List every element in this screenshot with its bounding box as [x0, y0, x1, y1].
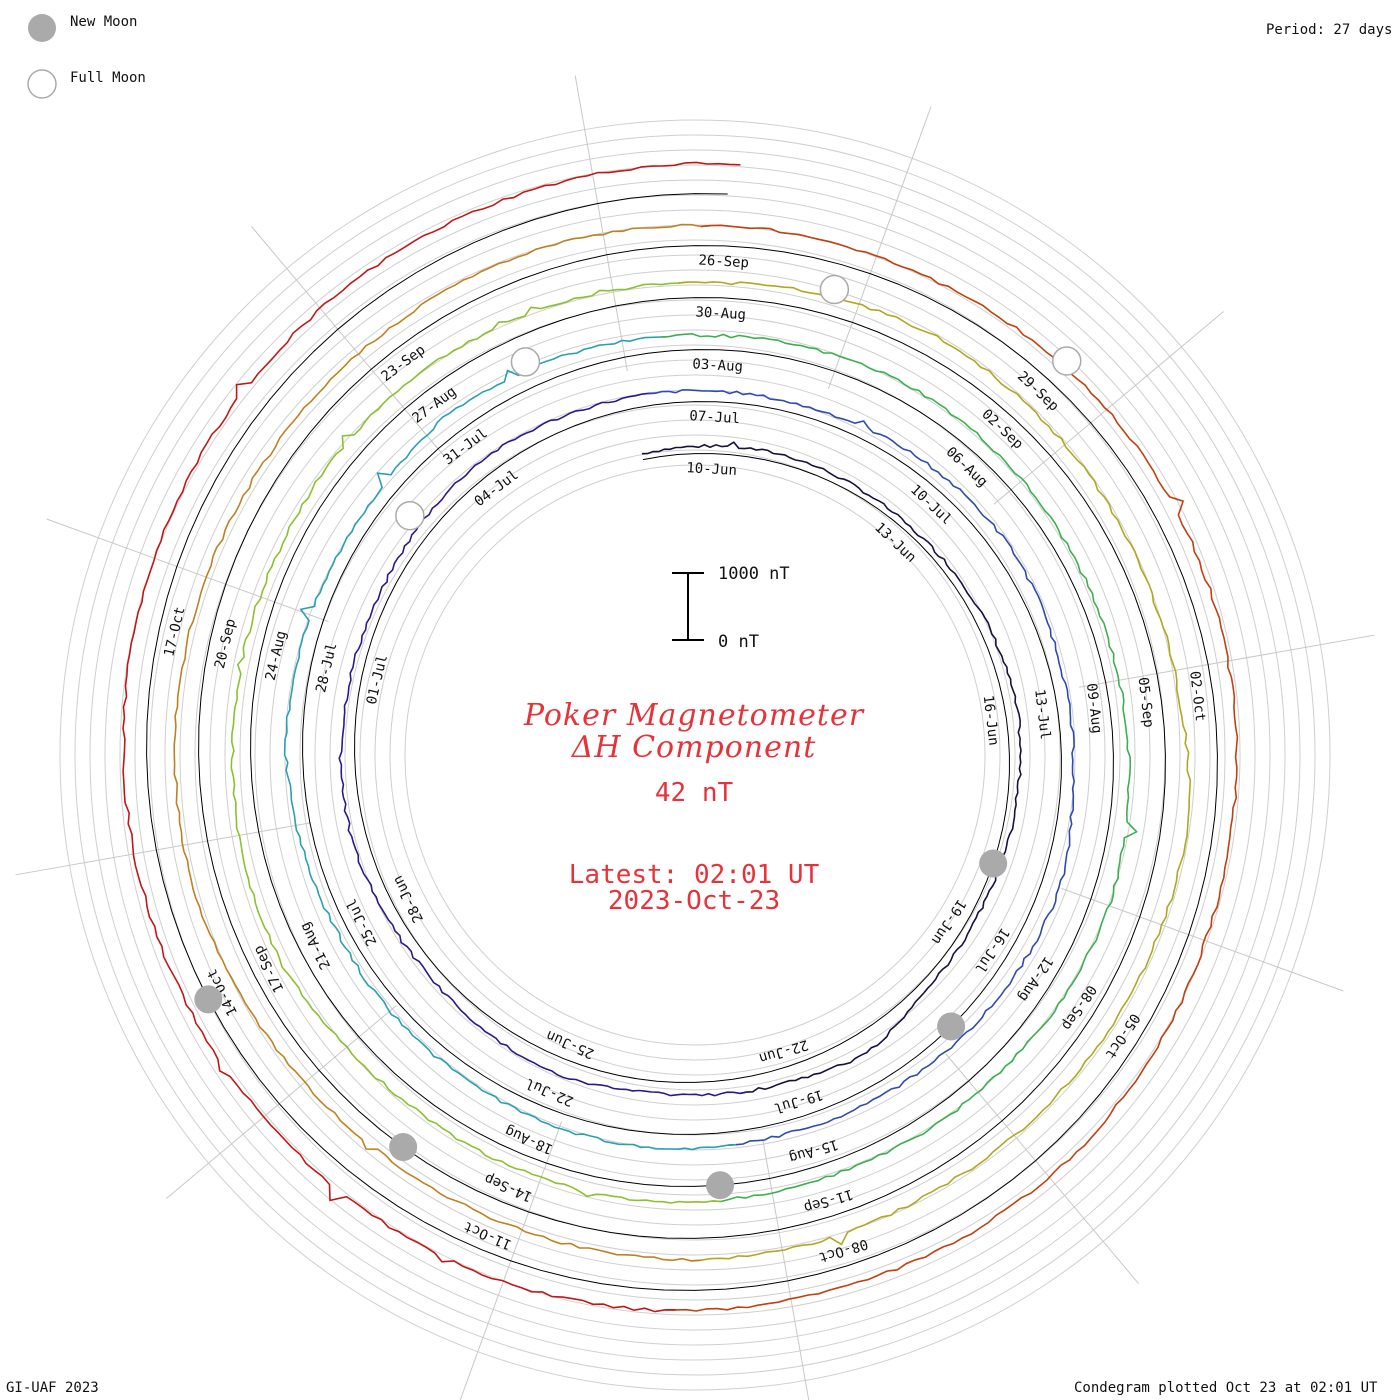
grid-circle — [74, 134, 1316, 1376]
data-series-line — [230, 281, 722, 1204]
grid-circle — [149, 209, 1241, 1301]
plotted-label: Condegram plotted Oct 23 at 02:01 UT — [1074, 1380, 1378, 1396]
full-moon-legend-label: Full Moon — [70, 70, 146, 86]
grid-spoke — [945, 1053, 1139, 1284]
grid-spoke — [251, 226, 445, 457]
grid-spoke — [46, 518, 329, 623]
date-tick-label: 22-Jul — [523, 1074, 576, 1109]
data-series-line — [173, 223, 712, 1262]
full-moon-marker — [395, 500, 425, 531]
full-moon-marker — [819, 274, 850, 305]
date-tick-label: 09-Aug — [1083, 682, 1105, 734]
grid-circle — [209, 269, 1181, 1241]
new-moon-marker — [937, 1012, 966, 1041]
data-series-line — [283, 335, 737, 1151]
grid-circle — [299, 359, 1091, 1151]
new-moon-marker — [706, 1171, 735, 1200]
grid-circle — [59, 119, 1331, 1391]
full-moon-marker — [1051, 346, 1082, 376]
data-series-line — [665, 224, 1239, 1312]
date-tick-label: 14-Sep — [482, 1170, 535, 1205]
grid-circle — [389, 449, 1001, 1061]
data-series-line — [122, 161, 741, 1313]
date-tick-label: 30-Aug — [695, 304, 746, 323]
date-tick-label: 26-Sep — [698, 252, 749, 271]
chart-title-line2: ΔH Component — [571, 730, 817, 765]
grid-spoke — [1078, 634, 1375, 688]
new-moon-marker — [194, 985, 223, 1014]
grid-circle — [269, 329, 1121, 1181]
date-tick-label: 05-Sep — [1135, 676, 1157, 728]
date-tick-label: 06-Aug — [943, 444, 991, 490]
grid-spoke — [762, 1138, 810, 1400]
grid-circle — [374, 434, 1016, 1076]
grid-circle — [344, 404, 1046, 1106]
scale-bar-bottom-label: 0 nT — [718, 632, 759, 652]
date-tick-label: 20-Sep — [212, 617, 239, 670]
full-moon-marker — [510, 347, 541, 377]
date-tick-label: 07-Jul — [689, 408, 740, 427]
data-series-line — [641, 441, 1022, 1095]
grid-circle — [254, 314, 1136, 1196]
grid-spoke — [574, 75, 628, 372]
grid-spoke — [993, 311, 1224, 505]
data-series-line — [648, 389, 1076, 1146]
current-value: 42 nT — [654, 778, 734, 808]
grid-circle — [104, 164, 1286, 1346]
date-tick-label: 13-Jul — [1031, 688, 1053, 740]
grid-circle — [179, 239, 1211, 1271]
grid-circle — [194, 254, 1196, 1256]
period-label: Period: 27 days — [1266, 22, 1393, 38]
date-tick-label: 08-Sep — [1058, 982, 1099, 1033]
grid-spoke — [827, 106, 932, 389]
date-tick-label: 05-Oct — [1102, 1010, 1143, 1061]
grid-spoke — [459, 1121, 563, 1400]
date-tick-label: 03-Aug — [692, 356, 743, 375]
grid-circle — [134, 194, 1256, 1316]
new-moon-legend-icon — [28, 14, 56, 42]
date-tick-label: 13-Jun — [871, 520, 919, 566]
grid-circle — [89, 149, 1301, 1361]
date-tick-label: 25-Jun — [544, 1027, 597, 1062]
grid-circle — [359, 419, 1031, 1091]
date-tick-label: 18-Aug — [503, 1122, 556, 1157]
latest-date: 2023-Oct-23 — [607, 886, 781, 916]
data-series-line — [338, 392, 747, 1097]
grid-circle — [239, 299, 1151, 1211]
date-tick-label: 17-Oct — [161, 605, 188, 658]
date-tick-label: 02-Sep — [978, 406, 1026, 452]
date-tick-label: 27-Aug — [409, 384, 459, 427]
date-tick-label: 16-Jun — [980, 694, 1002, 746]
date-tick-label: 10-Jun — [686, 460, 737, 479]
date-tick-label: 21-Aug — [297, 919, 334, 971]
grid-circle — [314, 374, 1076, 1136]
grid-spoke — [15, 822, 312, 876]
grid-circle — [119, 179, 1271, 1331]
date-tick-label: 17-Sep — [251, 943, 288, 995]
new-moon-marker — [979, 849, 1008, 878]
data-series-line — [660, 332, 1138, 1203]
date-tick-label: 29-Sep — [1014, 368, 1062, 414]
latest-time: Latest: 02:01 UT — [568, 860, 820, 890]
data-series-line — [678, 281, 1192, 1262]
new-moon-marker — [389, 1133, 418, 1162]
full-moon-legend-icon — [27, 69, 57, 99]
scale-bar-top-label: 1000 nT — [718, 564, 790, 584]
new-moon-legend-label: New Moon — [70, 14, 138, 30]
credit-label: GI-UAF 2023 — [6, 1380, 99, 1396]
grid-spoke — [166, 1005, 397, 1199]
grid-circle — [404, 464, 986, 1046]
chart-title-line1: Poker Magnetometer — [523, 698, 865, 733]
date-tick-label: 02-Oct — [1186, 670, 1208, 722]
